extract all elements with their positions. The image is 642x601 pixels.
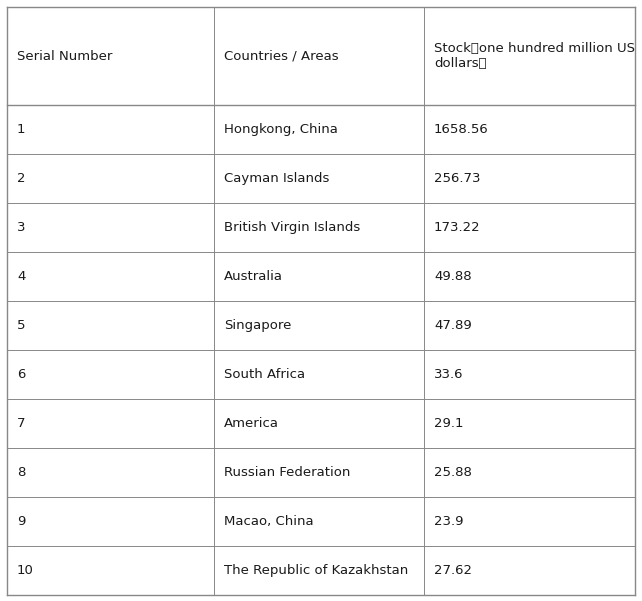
Text: America: America	[224, 417, 279, 430]
Text: 1658.56: 1658.56	[434, 123, 489, 136]
Text: 9: 9	[17, 515, 26, 528]
Text: 1: 1	[17, 123, 26, 136]
Text: 256.73: 256.73	[434, 172, 480, 185]
Text: Russian Federation: Russian Federation	[224, 466, 351, 479]
Text: 7: 7	[17, 417, 26, 430]
Text: Australia: Australia	[224, 270, 283, 283]
Text: 8: 8	[17, 466, 26, 479]
Text: 3: 3	[17, 221, 26, 234]
Text: 5: 5	[17, 319, 26, 332]
Text: Serial Number: Serial Number	[17, 49, 112, 63]
Text: Countries / Areas: Countries / Areas	[224, 49, 338, 63]
Text: Stock（one hundred million US
dollars）: Stock（one hundred million US dollars）	[434, 42, 635, 70]
Text: 4: 4	[17, 270, 26, 283]
Text: Cayman Islands: Cayman Islands	[224, 172, 329, 185]
Text: British Virgin Islands: British Virgin Islands	[224, 221, 360, 234]
Text: South Africa: South Africa	[224, 368, 305, 381]
Text: Singapore: Singapore	[224, 319, 291, 332]
Text: 29.1: 29.1	[434, 417, 464, 430]
Text: 27.62: 27.62	[434, 564, 472, 577]
Text: 23.9: 23.9	[434, 515, 464, 528]
Text: 33.6: 33.6	[434, 368, 464, 381]
Text: 173.22: 173.22	[434, 221, 481, 234]
Text: 2: 2	[17, 172, 26, 185]
Text: Macao, China: Macao, China	[224, 515, 314, 528]
Text: Hongkong, China: Hongkong, China	[224, 123, 338, 136]
Text: 25.88: 25.88	[434, 466, 472, 479]
Text: 47.89: 47.89	[434, 319, 472, 332]
Text: 6: 6	[17, 368, 26, 381]
Text: 10: 10	[17, 564, 34, 577]
Text: The Republic of Kazakhstan: The Republic of Kazakhstan	[224, 564, 408, 577]
Text: 49.88: 49.88	[434, 270, 472, 283]
